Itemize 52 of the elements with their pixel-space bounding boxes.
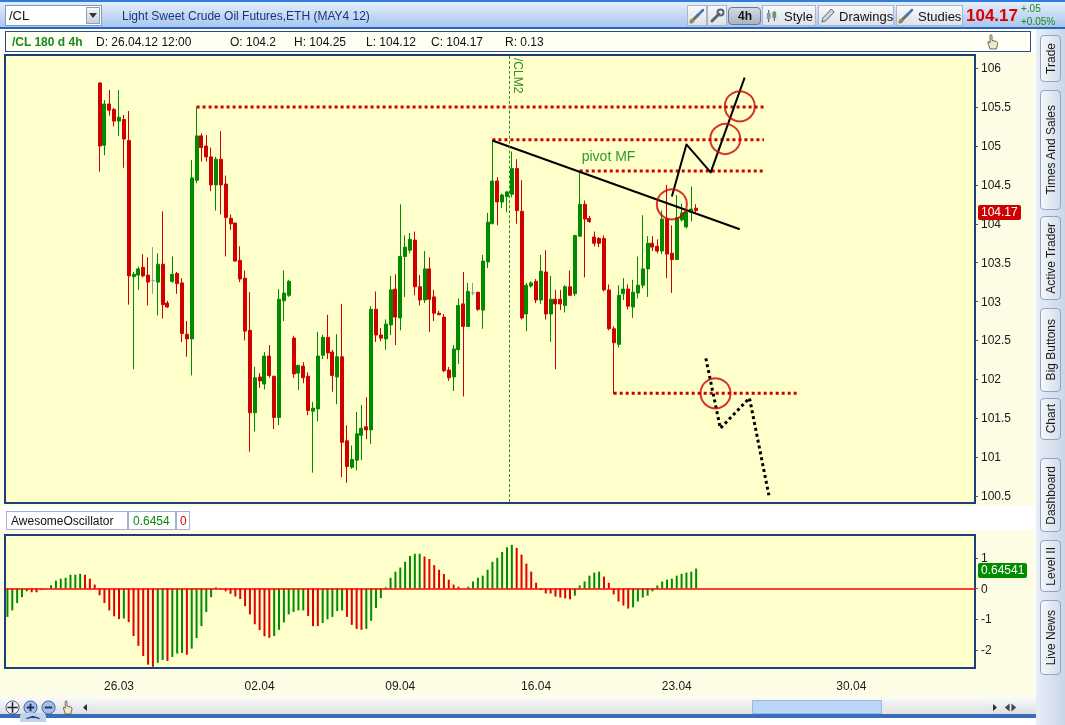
text: 0.64541 [981, 562, 1025, 578]
x-tick-label: 09.04 [385, 679, 416, 693]
y-tick-label: -1 [981, 612, 992, 627]
text: Drawings [839, 9, 894, 24]
text: /CL [9, 8, 30, 23]
y-tick-label: 101.5 [981, 411, 1012, 426]
x-tick-label: 02.04 [244, 679, 275, 693]
text: 0 [180, 514, 187, 528]
x-tick-label: 16.04 [521, 679, 552, 693]
text: R: 0.13 [505, 35, 544, 49]
y-tick-label: 100.5 [981, 489, 1012, 503]
x-tick-label: 30.04 [836, 679, 867, 693]
y-tick-label: 103 [981, 294, 1002, 309]
y-tick-label: 103.5 [981, 255, 1012, 270]
text: Dashboard [1043, 465, 1058, 525]
text: Style [784, 9, 813, 24]
text: L: 104.12 [366, 35, 417, 49]
y-tick-label: 101 [981, 450, 1002, 465]
text: +.05 [1021, 3, 1041, 14]
chart-subtitle: /CL 180 d 4h [12, 35, 83, 49]
text: Chart [1043, 404, 1058, 434]
x-tick-label: 23.04 [661, 679, 693, 693]
text: Trade [1043, 43, 1058, 74]
y-tick-label: 1 [981, 550, 988, 565]
annotation: /CLM2 [511, 58, 525, 94]
text: Active Trader [1043, 222, 1058, 294]
y-tick-label: 105.5 [981, 100, 1012, 115]
x-tick-label: 26.03 [103, 679, 135, 693]
text: H: 104.25 [294, 35, 347, 49]
chart-title: AwesomeOscillator [11, 514, 114, 528]
text: D: 26.04.12 12:00 [96, 35, 192, 49]
annotation: 104.17 [981, 204, 1018, 220]
y-tick-label: 102.5 [981, 333, 1012, 348]
text: 0.6454 [133, 514, 170, 528]
text: Big Buttons [1043, 319, 1058, 381]
text: Level II [1043, 546, 1058, 586]
text: +0.05% [1021, 16, 1056, 27]
chart-title: Light Sweet Crude Oil Futures,ETH (MAY4 12) [122, 9, 370, 23]
text: Studies [918, 9, 962, 24]
y-tick-label: 106 [981, 61, 1002, 76]
text: 4h [738, 9, 753, 23]
y-tick-label: -2 [981, 643, 992, 658]
text: 104.17 [966, 6, 1018, 26]
text: Live News [1043, 609, 1058, 666]
text: Times And Sales [1043, 105, 1058, 195]
text: C: 104.17 [431, 35, 484, 49]
y-tick-label: 102 [981, 372, 1002, 387]
text: O: 104.2 [230, 35, 277, 49]
y-tick-label: 0 [981, 581, 988, 596]
y-tick-label: 105 [981, 139, 1002, 153]
series-label: pivot MF [581, 147, 636, 164]
y-tick-label: 104.5 [981, 177, 1012, 192]
